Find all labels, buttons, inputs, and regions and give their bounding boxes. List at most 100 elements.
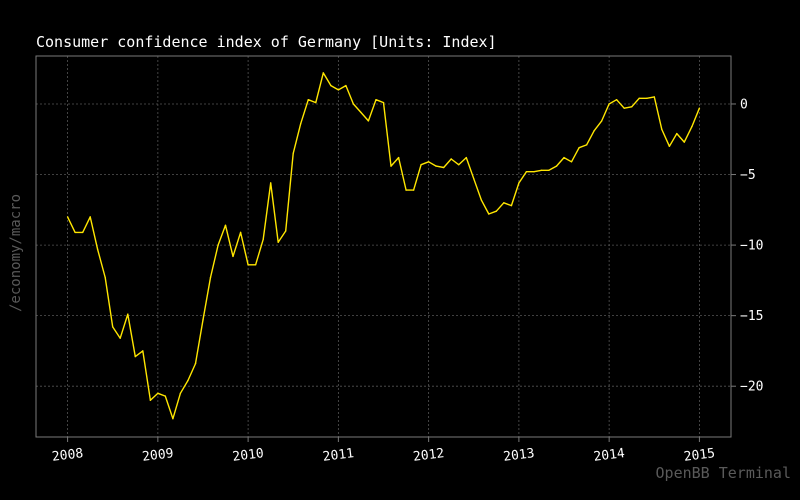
data-point [653, 96, 655, 98]
data-point [525, 171, 528, 173]
y-tick-label: −15 [740, 309, 763, 324]
data-point [247, 264, 249, 266]
data-point [563, 156, 565, 159]
data-point [601, 120, 603, 122]
data-point [593, 130, 595, 132]
data-point [82, 231, 84, 234]
data-point [540, 169, 543, 171]
data-point [443, 166, 445, 169]
watermark: OpenBB Terminal [655, 464, 791, 482]
data-point [458, 164, 460, 166]
data-point [623, 107, 625, 109]
data-point [578, 147, 580, 149]
data-point [172, 418, 174, 420]
data-point [691, 125, 693, 128]
data-point [262, 238, 264, 241]
data-point [555, 165, 558, 167]
data-point [285, 230, 287, 232]
axis-ticks: 2008 2009 2010 2011 2012 2013 2014 2015 0 −5 −10 −1… [51, 97, 763, 464]
data-point [104, 276, 106, 279]
data-point [224, 224, 227, 226]
data-point [232, 255, 234, 258]
data-point [405, 189, 407, 191]
data-point [570, 161, 573, 163]
plot-frame [35, 55, 732, 438]
data-point [66, 216, 69, 218]
y-tick-label: −10 [740, 239, 763, 254]
data-point [495, 210, 497, 212]
data-point [157, 392, 159, 394]
data-point [412, 189, 415, 191]
data-point [585, 144, 588, 146]
data-point [510, 204, 513, 207]
data-point [194, 362, 197, 365]
data-point [548, 169, 550, 171]
data-point [518, 182, 520, 184]
data-point [89, 216, 91, 218]
series-line [66, 72, 701, 420]
data-point [382, 101, 385, 104]
data-point [149, 399, 152, 401]
x-tick-label: 2008 [51, 446, 84, 465]
data-point [631, 106, 633, 108]
data-point [337, 89, 340, 91]
data-point [608, 103, 610, 105]
x-tick-label: 2012 [412, 446, 445, 465]
data-point [270, 182, 272, 184]
data-point [239, 231, 242, 234]
data-point [74, 231, 76, 234]
x-tick-label: 2009 [141, 446, 174, 465]
data-point [668, 145, 671, 147]
data-point [127, 313, 129, 315]
data-point [390, 165, 392, 167]
data-point [202, 319, 204, 321]
series-group [66, 72, 701, 420]
data-point [473, 178, 475, 180]
data-point [315, 101, 317, 104]
data-point [142, 350, 144, 352]
data-point [427, 161, 430, 163]
data-point [96, 248, 99, 250]
data-point [683, 141, 685, 143]
data-point [615, 99, 618, 101]
chart-title: Consumer confidence index of Germany [Un… [36, 33, 497, 51]
data-point [307, 99, 309, 101]
data-point [638, 97, 640, 100]
data-point [375, 99, 377, 101]
data-point [503, 202, 505, 204]
data-point [292, 152, 294, 155]
x-tick-label: 2011 [322, 446, 355, 465]
data-point [533, 171, 535, 173]
data-point [661, 128, 663, 131]
data-point [397, 156, 400, 159]
data-point [322, 72, 324, 74]
data-point [134, 355, 136, 358]
data-point [352, 103, 355, 105]
data-point [367, 120, 370, 122]
data-point [112, 326, 114, 328]
side-label-text: /economy/macro [8, 193, 24, 313]
data-point [119, 337, 121, 339]
data-point [676, 132, 678, 135]
y-tick-label: −5 [740, 168, 756, 183]
data-point [450, 158, 452, 160]
data-point [254, 264, 257, 266]
data-point [277, 241, 279, 243]
x-tick-label: 2015 [683, 446, 716, 465]
grid-lines [36, 56, 731, 437]
x-tick-label: 2013 [502, 446, 535, 465]
side-label: /economy/macro [7, 188, 25, 318]
x-tick-label: 2014 [593, 446, 626, 465]
data-point [164, 395, 166, 397]
data-point [179, 392, 182, 394]
data-point [420, 164, 422, 166]
data-point [698, 107, 701, 109]
data-point [360, 111, 362, 114]
data-point [217, 244, 219, 246]
y-tick-label: 0 [740, 97, 748, 112]
data-point [488, 213, 490, 215]
x-tick-label: 2010 [232, 446, 265, 465]
data-point [480, 199, 482, 201]
data-point [300, 123, 302, 125]
